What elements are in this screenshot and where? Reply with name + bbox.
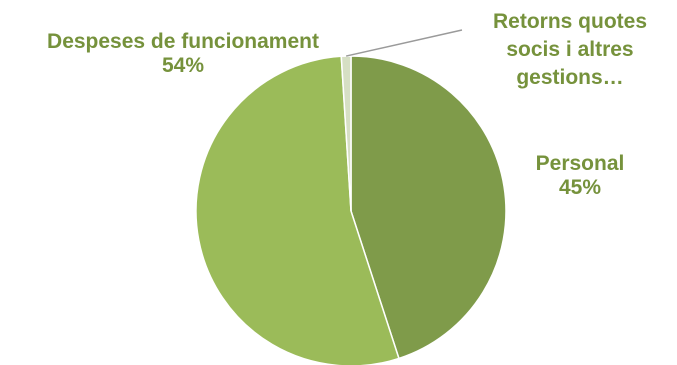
pie-slice-despeses (195, 55, 400, 365)
data-label-retorns-line2: socis i altres (506, 38, 634, 61)
leader-line-retorns (345, 29, 463, 57)
data-label-despeses: Despeses de funcionament 54% (18, 30, 348, 78)
data-label-retorns-line3: gestions… (516, 66, 624, 89)
pie-slices (195, 55, 507, 365)
data-label-personal: Personal 45% (520, 152, 640, 200)
pie-slice-personal (350, 55, 507, 360)
data-label-despeses-name: Despeses de funcionament (47, 30, 319, 53)
data-label-personal-name: Personal (535, 152, 625, 175)
data-label-personal-percent: 45% (558, 176, 602, 199)
data-label-despeses-percent: 54% (161, 54, 205, 77)
data-label-retorns: Retorns quotes socis i altres gestions… (470, 8, 670, 92)
data-label-retorns-line1: Retorns quotes (492, 10, 647, 33)
